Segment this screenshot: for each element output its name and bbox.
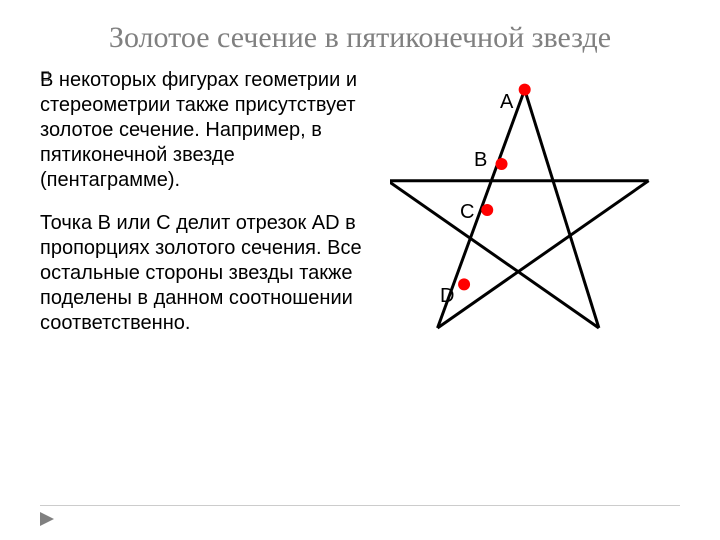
label-B: B	[474, 149, 487, 171]
point-A	[519, 84, 531, 96]
label-C: C	[460, 201, 474, 223]
label-A: A	[500, 91, 514, 113]
slide-title: Золотое сечение в пятиконечной звезде	[40, 20, 680, 56]
paragraph-1: В некоторых фигурах геометрии и стереоме…	[40, 68, 380, 193]
point-B	[496, 158, 508, 170]
star-edge	[525, 90, 599, 328]
point-D	[458, 278, 470, 290]
play-icon	[40, 512, 56, 526]
bullet-glyph: 	[40, 68, 51, 84]
content-row:  В некоторых фигурах геометрии и стерео…	[40, 68, 680, 354]
figure-column: A B C D	[390, 68, 680, 343]
star-edge	[390, 181, 599, 328]
body-text: В некоторых фигурах геометрии и стереоме…	[40, 68, 380, 336]
point-C	[481, 204, 493, 216]
text-column:  В некоторых фигурах геометрии и стерео…	[40, 68, 380, 354]
footer-rule	[40, 505, 680, 506]
label-D: D	[440, 285, 454, 307]
slide: Золотое сечение в пятиконечной звезде  …	[0, 0, 720, 540]
paragraph-2: Точка B или C делит отрезок AD в пропорц…	[40, 211, 380, 336]
pentagram-diagram: A B C D	[390, 78, 650, 338]
